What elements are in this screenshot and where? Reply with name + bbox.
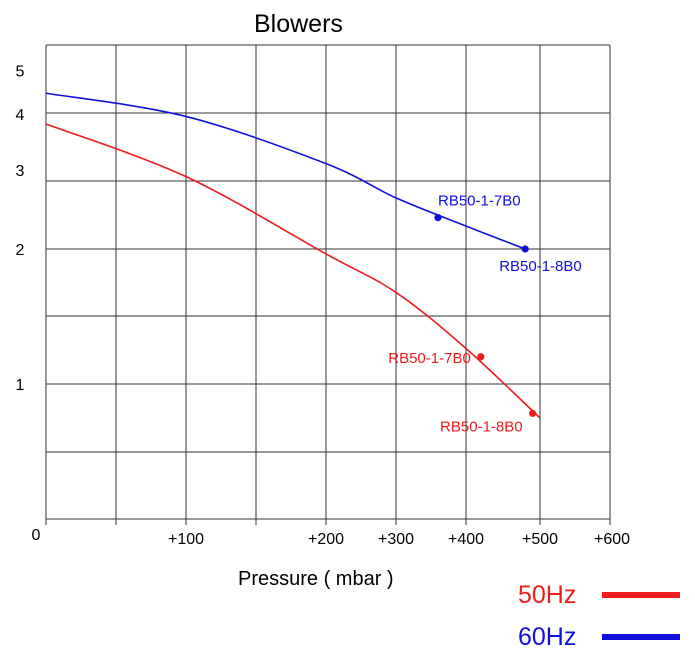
legend-item-60hz: 60Hz — [518, 616, 688, 658]
data-point-marker — [529, 409, 537, 417]
series-line-50hz — [45, 123, 541, 419]
data-point-marker — [477, 353, 485, 361]
x-tick-label: +600 — [594, 531, 630, 548]
x-tick-label: +400 — [448, 531, 484, 548]
x-tick-label: +300 — [378, 531, 414, 548]
x-tick-label: +500 — [522, 531, 558, 548]
data-point-label: RB50-1-7B0 — [388, 350, 471, 367]
y-tick-label: 2 — [16, 242, 25, 259]
legend-item-50hz: 50Hz — [518, 574, 688, 616]
data-point-label: RB50-1-8B0 — [499, 258, 582, 275]
data-point-marker — [434, 213, 442, 222]
legend-swatch-50hz — [602, 592, 680, 598]
data-point-label: RB50-1-8B0 — [440, 418, 523, 435]
x-tick-label: +100 — [168, 531, 204, 548]
x-axis-title: Pressure ( mbar ) — [238, 568, 394, 590]
data-point-label: RB50-1-7B0 — [438, 193, 521, 210]
y-tick-label: 3 — [16, 163, 25, 180]
x-tick-label: 0 — [32, 527, 41, 544]
chart-title: Blowers — [254, 10, 343, 38]
legend-swatch-60hz — [602, 634, 680, 640]
x-tick-label: +200 — [308, 531, 344, 548]
legend-label-60hz: 60Hz — [518, 622, 577, 651]
series-line-60hz — [45, 92, 526, 250]
legend-label-50hz: 50Hz — [518, 580, 577, 609]
legend: 50Hz 60Hz — [518, 574, 688, 658]
data-point-marker — [521, 245, 529, 253]
y-tick-label: 1 — [16, 377, 25, 394]
y-tick-label: 4 — [16, 107, 25, 124]
y-tick-label: 5 — [16, 64, 25, 81]
